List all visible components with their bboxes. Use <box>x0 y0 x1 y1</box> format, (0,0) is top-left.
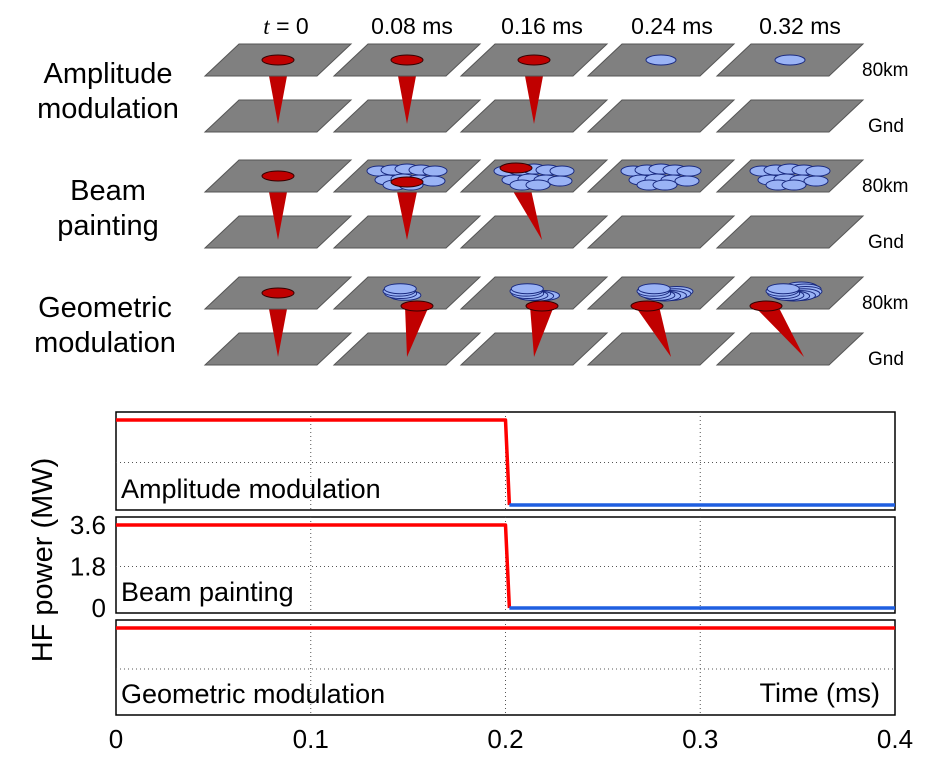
x-tick-label: 0 <box>109 724 123 754</box>
ionosphere-diagram <box>203 43 865 366</box>
chart-panel-2: Geometric modulation <box>115 619 896 716</box>
y-tick-label: 1.8 <box>70 552 106 582</box>
panel-2-0 <box>203 276 353 366</box>
hf-power-chart: Amplitude modulation Beam painting Geometr… <box>27 411 913 754</box>
panel-label: Beam painting <box>121 577 294 607</box>
beam-spot <box>400 300 434 312</box>
ground-plate <box>715 99 865 133</box>
time-headers: t = 0 0.08 ms 0.16 ms 0.24 ms 0.32 ms <box>263 13 841 39</box>
mode-label-geometric-2: modulation <box>34 327 176 359</box>
panel-1-4 <box>715 159 865 249</box>
time-header-3: 0.24 ms <box>631 13 713 39</box>
mode-label-amplitude-2: modulation <box>37 93 179 125</box>
beam-spot <box>261 54 295 66</box>
beam-spot <box>390 54 424 66</box>
panel-frame <box>115 619 896 716</box>
panel-2-2 <box>459 276 609 366</box>
series-line-red <box>116 418 512 506</box>
hf-beam <box>395 182 419 240</box>
beam-spot <box>390 176 424 188</box>
hf-beam <box>754 306 804 357</box>
mode-labels: Amplitude modulation Beam painting Geome… <box>34 58 179 359</box>
panel-label: Geometric modulation <box>121 679 385 709</box>
panel-0-0 <box>203 43 353 133</box>
y-tick-label: 0 <box>92 593 106 623</box>
series-line-red <box>116 523 512 609</box>
mode-label-beam-2: painting <box>57 210 159 242</box>
hf-beam <box>635 306 671 357</box>
panel-1-2 <box>459 159 609 249</box>
x-axis-label: Time (ms) <box>760 678 880 708</box>
panel-1-1 <box>332 159 482 249</box>
y-tick-label: 3.6 <box>70 510 106 540</box>
level-label-80km-3: 80km <box>862 293 908 314</box>
time-header-0-var: t <box>263 14 270 39</box>
level-label-gnd-2: Gnd <box>868 232 904 253</box>
panel-2-4 <box>715 276 865 366</box>
chart-panel-1: Beam painting <box>115 516 896 614</box>
y-tick-labels: 0 1.8 3.6 <box>70 510 106 623</box>
beam-spot <box>517 54 551 66</box>
x-tick-label: 0.2 <box>487 724 523 754</box>
mode-label-amplitude-1: Amplitude <box>44 58 173 90</box>
beam-spot <box>499 162 533 174</box>
mode-label-beam-1: Beam <box>70 175 146 207</box>
hf-beam <box>530 306 554 357</box>
x-tick-label: 0.1 <box>293 724 329 754</box>
beam-spot <box>630 300 664 312</box>
level-labels: 80km Gnd 80km Gnd 80km Gnd <box>862 60 908 370</box>
beam-spot <box>261 170 295 182</box>
x-tick-label: 0.3 <box>682 724 718 754</box>
ground-plate <box>586 332 736 366</box>
ground-plate <box>586 99 736 133</box>
panel-2-1 <box>332 276 482 366</box>
level-label-gnd-3: Gnd <box>868 349 904 370</box>
ground-plate <box>586 215 736 249</box>
heated-spot <box>645 54 677 66</box>
time-header-2: 0.16 ms <box>501 13 583 39</box>
mode-label-geometric-1: Geometric <box>38 292 172 324</box>
chart-panel-0: Amplitude modulation <box>115 411 896 511</box>
panel-0-3 <box>586 43 736 133</box>
panel-1-0 <box>203 159 353 249</box>
panel-label: Amplitude modulation <box>121 474 381 504</box>
x-tick-label: 0.4 <box>877 724 913 754</box>
beam-spot <box>749 300 783 312</box>
time-header-4: 0.32 ms <box>759 13 841 39</box>
level-label-80km-2: 80km <box>862 176 908 197</box>
time-header-0-value: = 0 <box>270 13 309 39</box>
x-tick-labels: 0 0.1 0.2 0.3 0.4 <box>109 724 913 754</box>
panel-1-3 <box>586 159 736 249</box>
time-header-1: 0.08 ms <box>371 13 453 39</box>
ground-plate <box>459 215 609 249</box>
beam-spot <box>525 300 559 312</box>
panel-0-1 <box>332 43 482 133</box>
level-label-gnd-1: Gnd <box>868 116 904 137</box>
ground-plate <box>715 215 865 249</box>
hf-beam <box>405 306 429 357</box>
panel-2-3 <box>586 276 736 366</box>
y-axis-label: HF power (MW) <box>27 458 59 663</box>
time-header-0: t = 0 <box>263 13 308 39</box>
beam-spot <box>261 287 295 299</box>
panel-0-4 <box>715 43 865 133</box>
panel-0-2 <box>459 43 609 133</box>
level-label-80km-1: 80km <box>862 60 908 81</box>
ground-plate <box>715 332 865 366</box>
heated-spot <box>774 54 806 66</box>
